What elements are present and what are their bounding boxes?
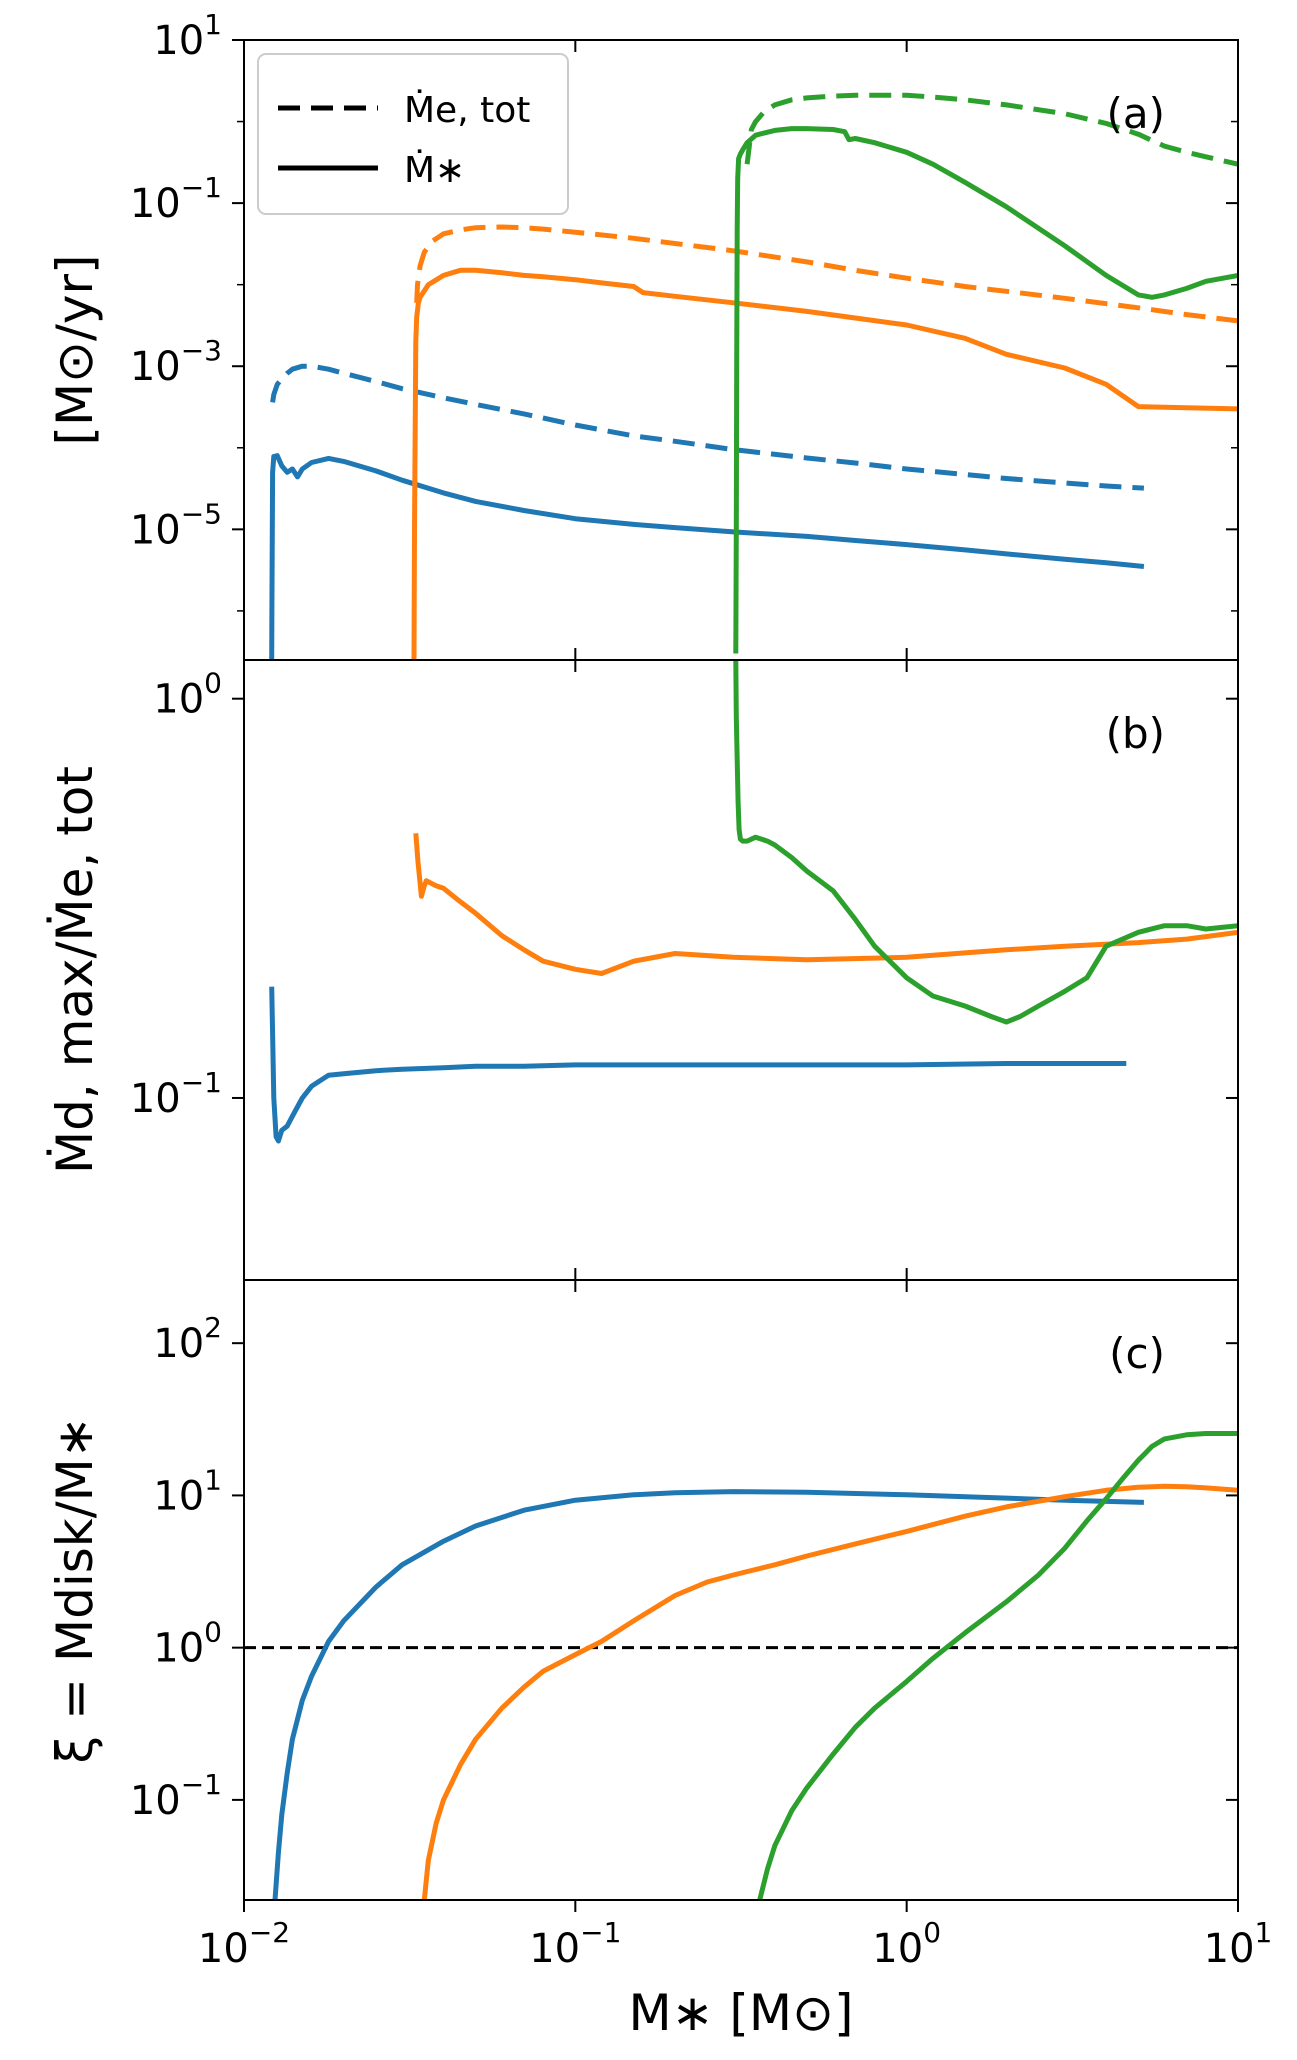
y-tick-exponent: −1 (181, 171, 222, 204)
y-tick-exponent: −5 (181, 497, 222, 530)
y-axis-label: [M⊙/yr] (46, 254, 104, 445)
y-tick-mantissa: 10 (130, 1778, 181, 1824)
y-tick-exponent: 1 (204, 1463, 222, 1496)
y-tick-label: 10−5 (130, 497, 222, 553)
y-tick-mantissa: 10 (153, 18, 204, 64)
y-tick-label: 10−1 (130, 171, 222, 227)
y-tick-mantissa: 10 (130, 181, 181, 227)
legend-label: Ṁ∗ (404, 149, 465, 191)
y-tick-label: 10−1 (130, 1066, 222, 1122)
x-tick-label: 10−2 (198, 1916, 290, 1972)
series-line-3 (411, 267, 1238, 660)
y-tick-label: 10−1 (130, 1768, 222, 1824)
y-tick-mantissa: 10 (130, 507, 181, 553)
series-line-0 (269, 986, 1127, 1144)
x-tick-exponent: 1 (1255, 1916, 1273, 1949)
series-line-0 (270, 363, 1145, 491)
x-axis-label: M∗ [M⊙] (629, 1984, 854, 2042)
y-tick-exponent: 1 (204, 8, 222, 41)
series-line-1 (413, 833, 1238, 976)
series-line-2 (757, 1431, 1238, 1900)
y-tick-label: 10−3 (130, 334, 222, 390)
y-tick-label: 101 (153, 8, 222, 64)
series-group (269, 660, 1238, 1144)
y-tick-mantissa: 10 (130, 1076, 181, 1122)
panel-label: (a) (1106, 89, 1165, 138)
series-line-2 (414, 224, 1238, 324)
y-tick-mantissa: 10 (153, 1473, 204, 1519)
y-tick-exponent: −1 (181, 1768, 222, 1801)
y-tick-mantissa: 10 (153, 1626, 204, 1672)
x-tick-exponent: 0 (923, 1916, 941, 1949)
series-line-4 (744, 92, 1238, 167)
y-tick-label: 100 (153, 667, 222, 723)
y-tick-mantissa: 10 (153, 677, 204, 723)
y-tick-mantissa: 10 (130, 344, 181, 390)
y-tick-exponent: 0 (204, 667, 222, 700)
series-line-1 (421, 1483, 1238, 1900)
x-tick-exponent: −2 (249, 1916, 290, 1949)
x-tick-exponent: −1 (580, 1916, 621, 1949)
series-group (269, 92, 1238, 660)
legend-box (257, 53, 569, 215)
series-line-1 (269, 453, 1145, 660)
y-tick-exponent: −1 (181, 1066, 222, 1099)
x-tick-mantissa: 10 (198, 1926, 249, 1972)
x-tick-mantissa: 10 (872, 1926, 923, 1972)
series-line-5 (733, 126, 1238, 654)
y-axis-label: Ṁd, max/Ṁe, tot (46, 766, 104, 1174)
y-tick-exponent: 0 (204, 1616, 222, 1649)
y-tick-exponent: 2 (204, 1311, 222, 1344)
panel-label: (c) (1109, 1329, 1165, 1378)
series-group (272, 1431, 1238, 1900)
axes-frame (243, 1279, 1239, 1901)
panel-label: (b) (1106, 709, 1165, 758)
legend: Ṁe, tot Ṁ∗ (257, 53, 569, 215)
series-line-2 (733, 660, 1238, 1025)
y-axis-label: ξ = Mdisk/M∗ (46, 1416, 104, 1763)
x-tick-mantissa: 10 (529, 1926, 580, 1972)
x-tick-label: 10−1 (529, 1916, 621, 1972)
y-tick-label: 100 (153, 1616, 222, 1672)
y-tick-label: 101 (153, 1463, 222, 1519)
x-tick-label: 100 (872, 1916, 941, 1972)
x-tick-mantissa: 10 (1204, 1926, 1255, 1972)
legend-label: Ṁe, tot (404, 89, 530, 131)
y-tick-exponent: −3 (181, 334, 222, 367)
y-tick-mantissa: 10 (153, 1321, 204, 1367)
y-tick-label: 102 (153, 1311, 222, 1367)
x-tick-label: 101 (1204, 1916, 1273, 1972)
series-line-0 (272, 1489, 1144, 1900)
